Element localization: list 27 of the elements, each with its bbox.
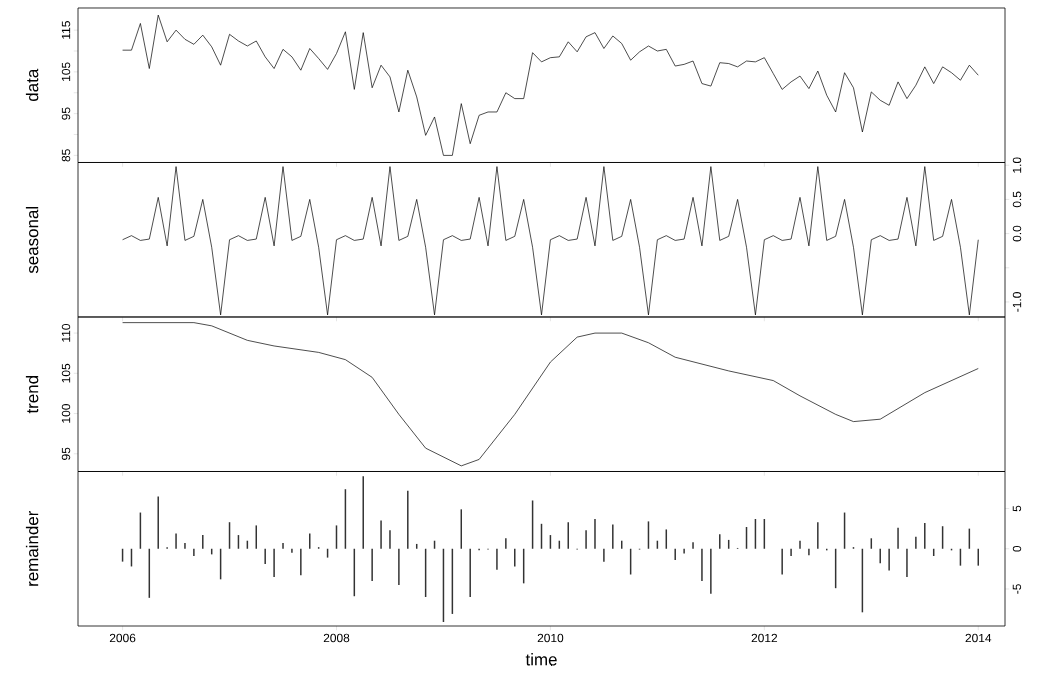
- y-axis-title: remainder: [25, 510, 39, 586]
- y-tick-label: 95: [61, 107, 71, 120]
- y-axis-title: seasonal: [25, 207, 39, 274]
- y2-tick-label: -1.0: [1012, 292, 1022, 312]
- y-tick-label: 95: [61, 447, 71, 460]
- x-axis-title: time: [525, 653, 557, 666]
- y-tick-label: 105: [61, 363, 71, 383]
- y2-tick-label: -5: [1012, 584, 1022, 594]
- line-series: [122, 14, 979, 156]
- x-tick-label: 2010: [537, 633, 564, 643]
- y-tick-label: 105: [61, 62, 71, 81]
- y-tick-label: 85: [61, 149, 71, 162]
- x-tick-label: 2012: [751, 633, 778, 643]
- y2-tick-label: 0.0: [1012, 225, 1022, 242]
- x-tick-label: 2008: [323, 633, 350, 643]
- y2-tick-label: 1.0: [1012, 157, 1022, 173]
- y2-tick-label: 0: [1012, 545, 1022, 552]
- x-tick-label: 2006: [109, 633, 136, 643]
- line-series: [122, 322, 979, 467]
- y-tick-label: 110: [61, 324, 71, 342]
- y-tick-label: 115: [61, 21, 71, 39]
- x-tick-label: 2014: [965, 633, 992, 643]
- y2-tick-label: 5: [1012, 505, 1022, 512]
- y2-tick-label: 0.5: [1012, 191, 1022, 208]
- y-tick-label: 100: [61, 404, 71, 423]
- y-axis-title: data: [25, 68, 39, 102]
- y-axis-title: trend: [25, 376, 39, 414]
